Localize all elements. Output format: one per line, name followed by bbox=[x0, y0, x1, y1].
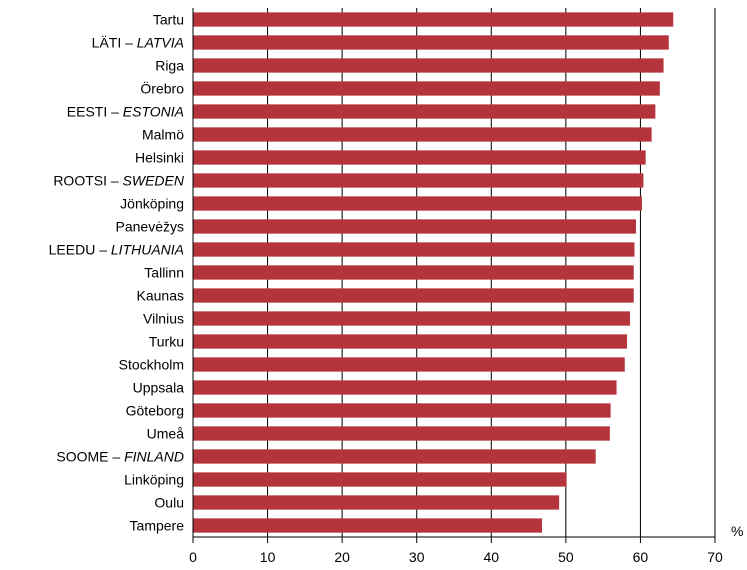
bar bbox=[193, 242, 635, 257]
bar bbox=[193, 150, 646, 165]
bar bbox=[193, 127, 652, 142]
category-label: Tampere bbox=[130, 518, 185, 534]
bar bbox=[193, 472, 567, 487]
bar bbox=[193, 495, 560, 510]
category-label: LÄTI – LATVIA bbox=[92, 35, 184, 51]
x-tick-label: 70 bbox=[707, 549, 723, 565]
bar bbox=[193, 81, 660, 96]
category-label: Örebro bbox=[140, 80, 184, 97]
category-label: Panevėžys bbox=[116, 219, 184, 235]
category-label: Jönköping bbox=[120, 196, 184, 212]
x-tick-label: 20 bbox=[334, 549, 350, 565]
x-tick-label: 0 bbox=[189, 549, 197, 565]
category-label: Oulu bbox=[154, 495, 184, 511]
x-tick-label: 30 bbox=[409, 549, 425, 565]
category-label: Vilnius bbox=[143, 311, 184, 327]
x-tick-label: 40 bbox=[483, 549, 499, 565]
bar bbox=[193, 426, 610, 441]
x-tick-label: 10 bbox=[260, 549, 276, 565]
bar bbox=[193, 380, 617, 395]
bar bbox=[193, 449, 596, 464]
bar bbox=[193, 196, 642, 211]
bar bbox=[193, 334, 628, 349]
bar bbox=[193, 58, 664, 73]
category-label: Umeå bbox=[147, 426, 185, 442]
bars bbox=[193, 12, 674, 533]
x-axis: 0 10 20 30 40 50 60 70 bbox=[189, 8, 723, 565]
category-label: Tallinn bbox=[144, 265, 184, 281]
category-label: Kaunas bbox=[137, 288, 184, 304]
category-label: SOOME – FINLAND bbox=[56, 449, 184, 465]
bar bbox=[193, 104, 656, 119]
bar bbox=[193, 35, 669, 50]
category-label: Malmö bbox=[142, 127, 184, 143]
bar bbox=[193, 311, 630, 326]
category-label: Göteborg bbox=[126, 403, 184, 419]
bar bbox=[193, 403, 611, 418]
category-label: Linköping bbox=[124, 472, 184, 488]
x-tick-label: 60 bbox=[633, 549, 649, 565]
bar bbox=[193, 265, 634, 280]
category-label: Helsinki bbox=[135, 150, 184, 166]
category-label: EESTI – ESTONIA bbox=[67, 104, 184, 120]
bar bbox=[193, 288, 634, 303]
unit-label: % bbox=[731, 523, 743, 539]
category-labels: Tartu LÄTI – LATVIA Riga Örebro EESTI – ESTO… bbox=[49, 12, 185, 534]
category-label: Stockholm bbox=[119, 357, 184, 373]
bar bbox=[193, 12, 674, 27]
category-label: Uppsala bbox=[133, 380, 185, 396]
category-label: Turku bbox=[149, 334, 184, 350]
x-tick-label: 50 bbox=[558, 549, 574, 565]
bar bbox=[193, 173, 644, 188]
bar bbox=[193, 518, 542, 533]
category-label: Riga bbox=[155, 58, 184, 74]
category-label: Tartu bbox=[153, 12, 184, 28]
category-label: LEEDU – LITHUANIA bbox=[49, 242, 184, 258]
bar bbox=[193, 219, 636, 234]
category-label: ROOTSI – SWEDEN bbox=[53, 173, 185, 189]
bar bbox=[193, 357, 625, 372]
